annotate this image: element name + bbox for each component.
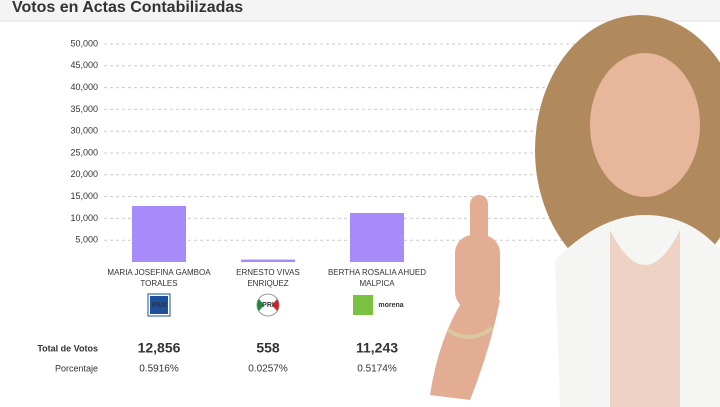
- percentage: 0.5916%: [139, 364, 179, 375]
- party-label: PRI: [262, 302, 274, 309]
- y-tick-label: 35,000: [70, 104, 98, 114]
- bar: [350, 212, 404, 262]
- y-tick-label: 20,000: [70, 169, 98, 179]
- total-votes: 558: [256, 340, 280, 356]
- photo: [430, 15, 720, 407]
- chart-title: Votos en Actas Contabilizadas: [12, 0, 243, 16]
- total-votes: 11,243: [356, 340, 398, 356]
- party-label: morena: [378, 302, 403, 309]
- party-logo: [150, 296, 168, 314]
- y-tick-label: 45,000: [70, 60, 98, 70]
- party-label: PAN: [152, 302, 166, 309]
- party-logo: [257, 299, 264, 311]
- percentage: 0.0257%: [248, 364, 288, 375]
- y-tick-label: 40,000: [70, 82, 98, 92]
- y-tick-label: 15,000: [70, 191, 98, 201]
- y-tick-label: 5,000: [75, 235, 98, 245]
- row-label: Total de Votos: [37, 343, 98, 353]
- y-tick-label: 30,000: [70, 126, 98, 136]
- party-logo: [256, 293, 280, 317]
- total-votes: 12,856: [138, 340, 181, 356]
- row-label: Porcentaje: [55, 363, 98, 373]
- party-logo: [353, 295, 373, 315]
- x-tick-label: BERTHA ROSALIA AHUED MALPICA: [327, 268, 427, 288]
- y-tick-label: 10,000: [70, 213, 98, 223]
- y-tick-label: 50,000: [70, 38, 98, 48]
- bar: [132, 205, 186, 262]
- x-tick-label: MARIA JOSEFINA GAMBOA TORALES: [107, 268, 211, 288]
- x-tick-label: ERNESTO VIVAS ENRIQUEZ: [236, 268, 300, 288]
- title-band: [0, 0, 720, 20]
- bar: [241, 259, 295, 262]
- y-tick-label: 25,000: [70, 147, 98, 157]
- percentage: 0.5174%: [357, 364, 397, 375]
- party-logo: [272, 299, 279, 311]
